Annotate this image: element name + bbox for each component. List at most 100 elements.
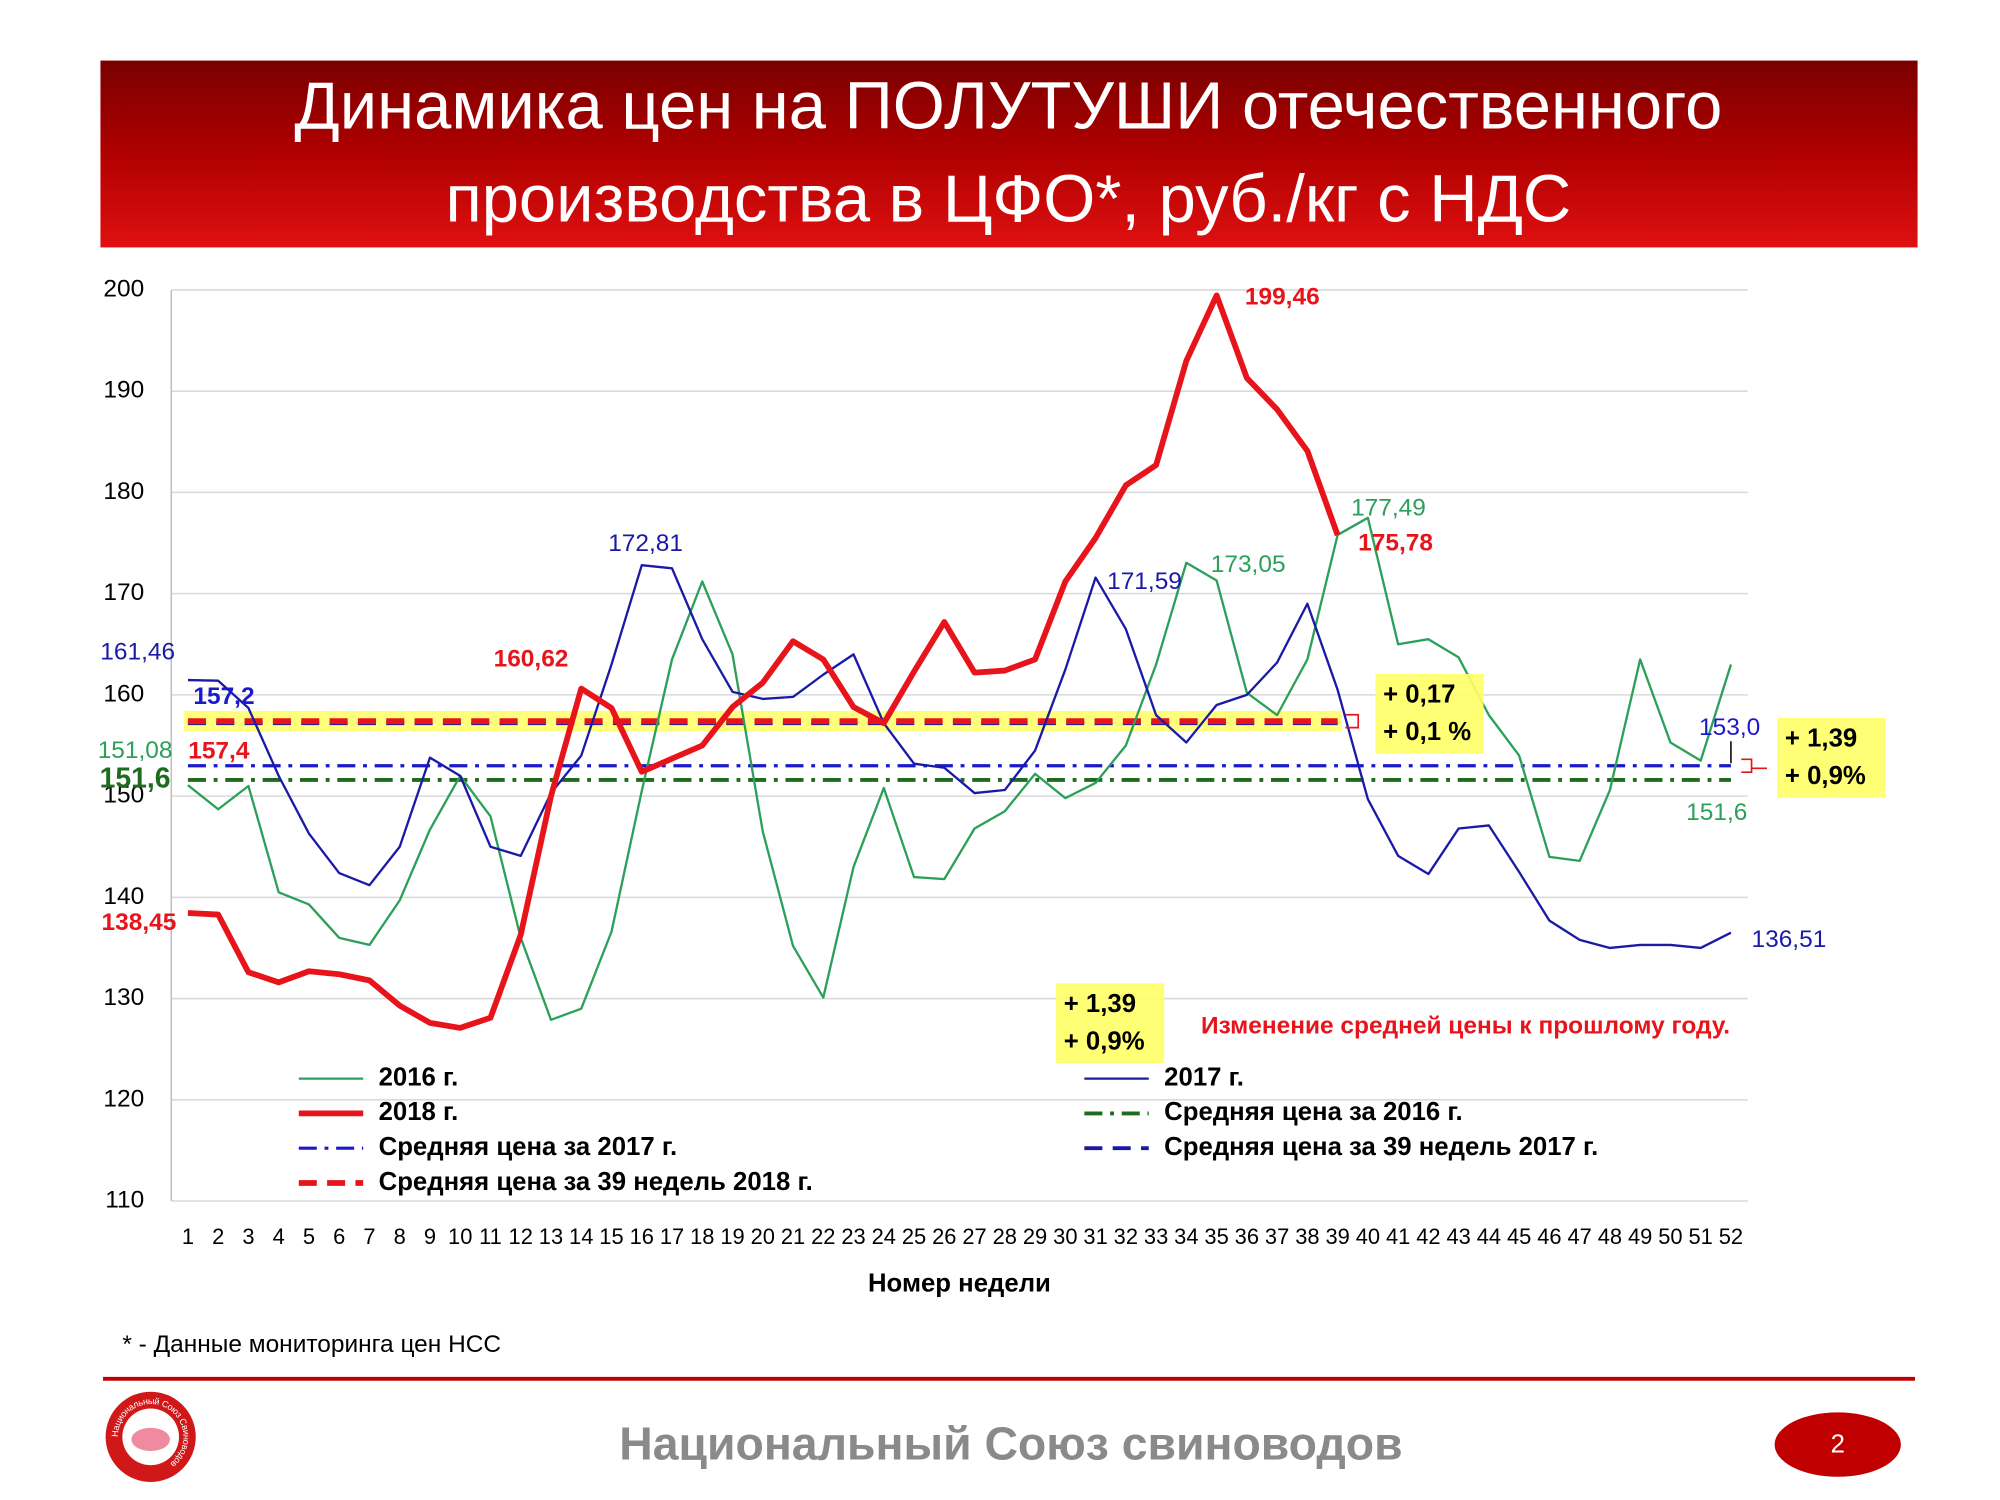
x-tick-label: 33 bbox=[1144, 1224, 1168, 1249]
x-tick-label: 25 bbox=[902, 1224, 926, 1249]
data-label: 173,05 bbox=[1211, 551, 1286, 578]
x-tick-label: 48 bbox=[1598, 1224, 1622, 1249]
x-tick-label: 30 bbox=[1053, 1224, 1077, 1249]
average-label: 151,6 bbox=[1686, 799, 1747, 826]
x-tick-label: 46 bbox=[1537, 1224, 1561, 1249]
x-tick-label: 49 bbox=[1628, 1224, 1652, 1249]
x-tick-label: 28 bbox=[993, 1224, 1017, 1249]
annotation-text: + 0,9% bbox=[1064, 1027, 1145, 1055]
x-tick-label: 7 bbox=[363, 1224, 375, 1249]
x-tick-label: 32 bbox=[1114, 1224, 1138, 1249]
x-tick-label: 23 bbox=[841, 1224, 865, 1249]
x-tick-label: 26 bbox=[932, 1224, 956, 1249]
footer: Национальный Союз свиноводов bbox=[619, 1417, 1402, 1469]
x-tick-label: 5 bbox=[303, 1224, 315, 1249]
y-tick-label: 160 bbox=[103, 680, 144, 707]
y-tick-label: 120 bbox=[103, 1085, 144, 1112]
data-label: 177,49 bbox=[1351, 494, 1426, 521]
y-tick-label: 190 bbox=[103, 377, 144, 404]
data-label: 172,81 bbox=[608, 530, 683, 557]
x-tick-label: 41 bbox=[1386, 1224, 1410, 1249]
average-label: 153,0 bbox=[1699, 714, 1760, 741]
x-tick-label: 40 bbox=[1356, 1224, 1380, 1249]
y-tick-label: 140 bbox=[103, 883, 144, 910]
x-tick-label: 12 bbox=[509, 1224, 533, 1249]
x-tick-label: 35 bbox=[1204, 1224, 1228, 1249]
average-label: 157,2 bbox=[193, 683, 254, 710]
data-label: 136,51 bbox=[1751, 926, 1826, 953]
series-line bbox=[187, 292, 1341, 1031]
data-label: 199,46 bbox=[1245, 283, 1320, 310]
logo: Национальный Союз Свиноводов bbox=[105, 1391, 196, 1482]
annotation-box bbox=[1375, 673, 1484, 754]
series-line bbox=[187, 564, 1732, 950]
x-tick-label: 27 bbox=[962, 1224, 986, 1249]
legend-label: 2017 г. bbox=[1164, 1063, 1244, 1091]
x-tick-label: 19 bbox=[720, 1224, 744, 1249]
x-tick-label: 17 bbox=[660, 1224, 684, 1249]
data-label: 175,78 bbox=[1358, 530, 1433, 557]
average-label: 157,4 bbox=[188, 738, 250, 765]
x-tick-label: 3 bbox=[242, 1224, 254, 1249]
x-tick-label: 9 bbox=[424, 1224, 436, 1249]
x-tick-label: 1 bbox=[182, 1224, 194, 1249]
legend-label: 2016 г. bbox=[379, 1063, 459, 1091]
y-tick-label: 130 bbox=[103, 984, 144, 1011]
x-tick-label: 16 bbox=[630, 1224, 654, 1249]
y-tick-label: 110 bbox=[105, 1186, 144, 1213]
annotation-text: + 0,17 bbox=[1383, 681, 1455, 709]
chart-title: производства в ЦФО*, руб./кг с НДС bbox=[445, 161, 1571, 236]
legend-label: Средняя цена за 39 недель 2018 г. bbox=[379, 1168, 813, 1196]
data-label: 138,45 bbox=[102, 909, 177, 936]
chart-title: Динамика цен на ПОЛУТУШИ отечественного bbox=[294, 68, 1722, 143]
bracket bbox=[1345, 713, 1360, 729]
x-tick-label: 24 bbox=[872, 1224, 896, 1249]
annotation-box bbox=[1777, 717, 1886, 798]
x-tick-label: 14 bbox=[569, 1224, 593, 1249]
logo-pig bbox=[131, 1427, 170, 1452]
y-tick-label: 150 bbox=[103, 782, 144, 809]
data-label: 160,62 bbox=[494, 646, 569, 673]
x-tick-label: 38 bbox=[1295, 1224, 1319, 1249]
x-tick-label: 13 bbox=[539, 1224, 563, 1249]
footnote: * - Данные мониторинга цен НСС bbox=[122, 1331, 501, 1358]
annotation-text: + 1,39 bbox=[1064, 990, 1136, 1018]
x-tick-label: 31 bbox=[1083, 1224, 1107, 1249]
average-label: 151,6 bbox=[100, 762, 171, 794]
x-tick-label: 45 bbox=[1507, 1224, 1531, 1249]
data-label: 151,08 bbox=[98, 737, 173, 764]
x-axis-title: Номер недели bbox=[868, 1270, 1051, 1298]
annotation-text: + 1,39 bbox=[1785, 724, 1857, 752]
x-tick-label: 42 bbox=[1416, 1224, 1440, 1249]
y-tick-label: 180 bbox=[103, 478, 144, 505]
x-tick-label: 4 bbox=[273, 1224, 285, 1249]
x-tick-label: 39 bbox=[1325, 1224, 1349, 1249]
x-tick-label: 36 bbox=[1235, 1224, 1259, 1249]
legend-label: Средняя цена за 2016 г. bbox=[1164, 1098, 1463, 1126]
y-tick-label: 170 bbox=[103, 579, 144, 606]
annotation-text: + 0,1 % bbox=[1383, 718, 1471, 746]
x-tick-label: 18 bbox=[690, 1224, 714, 1249]
data-label: 161,46 bbox=[100, 638, 175, 665]
page-number: 2 bbox=[1831, 1431, 1845, 1459]
x-tick-label: 43 bbox=[1446, 1224, 1470, 1249]
x-tick-label: 22 bbox=[811, 1224, 835, 1249]
x-tick-label: 51 bbox=[1689, 1224, 1713, 1249]
x-tick-label: 21 bbox=[781, 1224, 805, 1249]
x-tick-label: 50 bbox=[1658, 1224, 1682, 1249]
x-tick-label: 2 bbox=[212, 1224, 224, 1249]
x-tick-label: 6 bbox=[333, 1224, 345, 1249]
title-banner bbox=[100, 60, 1918, 248]
x-tick-label: 44 bbox=[1477, 1224, 1501, 1249]
legend-label: Средняя цена за 2017 г. bbox=[379, 1133, 678, 1161]
legend-label: 2018 г. bbox=[379, 1098, 459, 1126]
x-tick-label: 8 bbox=[394, 1224, 406, 1249]
x-tick-label: 10 bbox=[448, 1224, 472, 1249]
x-tick-label: 52 bbox=[1719, 1224, 1743, 1249]
y-tick-label: 200 bbox=[103, 275, 144, 302]
x-tick-label: 29 bbox=[1023, 1224, 1047, 1249]
legend-label: Средняя цена за 39 недель 2017 г. bbox=[1164, 1133, 1598, 1161]
x-tick-label: 37 bbox=[1265, 1224, 1289, 1249]
x-tick-label: 15 bbox=[599, 1224, 623, 1249]
